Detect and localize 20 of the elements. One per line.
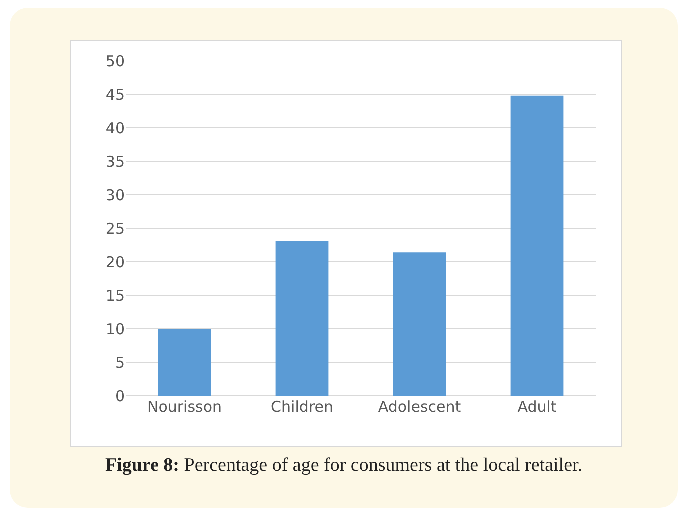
y-tick-label: 35 (106, 152, 125, 171)
y-tick-label: 15 (106, 286, 125, 305)
y-tick-label: 30 (106, 186, 125, 204)
y-tick-label: 20 (106, 253, 125, 272)
x-tick-label: Adult (518, 398, 557, 416)
y-tick-label: 45 (106, 86, 125, 104)
bar (393, 252, 446, 396)
y-tick-label: 40 (106, 119, 125, 138)
x-tick-label: Nourisson (147, 398, 222, 416)
x-tick-label: Adolescent (378, 398, 462, 416)
bar (158, 329, 212, 396)
caption: Figure 8: Percentage of age for consumers at the local retailer. (105, 455, 583, 476)
bar (510, 96, 564, 396)
y-tick-label: 10 (106, 320, 125, 338)
y-tick-label: 25 (106, 220, 125, 238)
y-tick-label: 5 (115, 354, 125, 372)
y-tick-label: 50 (106, 52, 125, 70)
x-tick-label: Children (271, 398, 334, 416)
bar (276, 241, 329, 396)
y-tick-label: 0 (115, 387, 125, 406)
